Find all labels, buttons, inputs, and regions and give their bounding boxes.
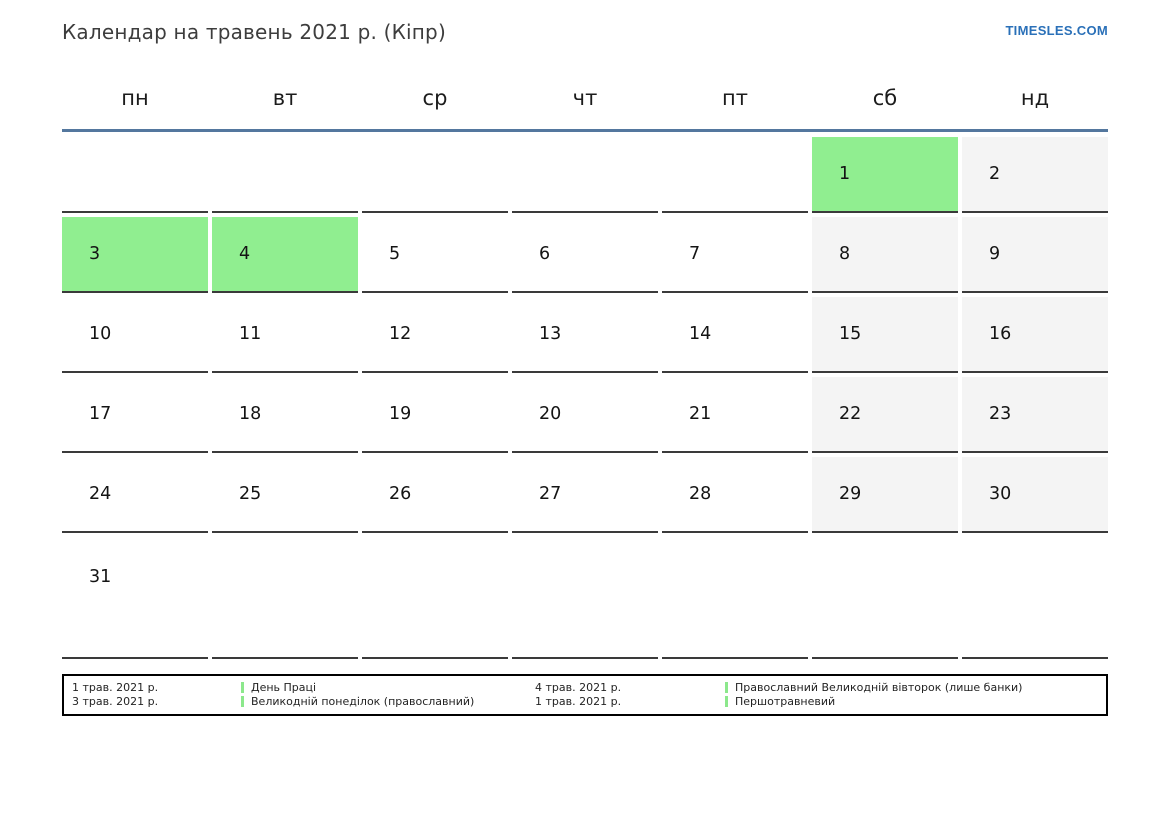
calendar-day-cell: 9	[962, 217, 1108, 293]
calendar-day-cell: 16	[962, 297, 1108, 373]
weekday-label: вт	[272, 86, 298, 110]
page-header: Календар на травень 2021 р. (Кіпр) TIMES…	[62, 0, 1108, 44]
calendar-day-cell: 20	[512, 377, 658, 453]
calendar-empty-cell	[662, 537, 808, 659]
calendar-empty-cell	[812, 537, 958, 659]
weekday-label: чт	[572, 86, 598, 110]
calendar-day-cell: 18	[212, 377, 358, 453]
weekday-label: ср	[422, 86, 448, 110]
legend-entry: Православний Великодній вівторок (лише б…	[725, 681, 1102, 694]
calendar-day-cell: 10	[62, 297, 208, 373]
weekday-label: пт	[722, 86, 748, 110]
legend-date: 1 трав. 2021 р.	[72, 681, 159, 694]
weekday-header-row: пн вт ср чт пт сб нд	[62, 86, 1108, 110]
calendar-empty-cell	[512, 537, 658, 659]
holiday-marker-icon	[725, 682, 728, 693]
calendar-empty-cell	[662, 137, 808, 213]
legend-label: Православний Великодній вівторок (лише б…	[735, 681, 1023, 694]
calendar-day-cell: 21	[662, 377, 808, 453]
legend-entry: День Праці	[241, 681, 535, 694]
calendar-day-cell: 27	[512, 457, 658, 533]
calendar-day-cell: 2	[962, 137, 1108, 213]
calendar-day-cell: 5	[362, 217, 508, 293]
calendar-day-cell: 22	[812, 377, 958, 453]
calendar-day-cell: 25	[212, 457, 358, 533]
calendar-day-cell: 3	[62, 217, 208, 293]
weekday-label: пн	[121, 86, 149, 110]
legend-date: 3 трав. 2021 р.	[72, 695, 159, 708]
legend-entry: Великодній понеділок (православний)	[241, 695, 535, 708]
calendar-day-cell: 1	[812, 137, 958, 213]
calendar-day-cell: 28	[662, 457, 808, 533]
calendar-day-cell: 13	[512, 297, 658, 373]
calendar-day-cell: 8	[812, 217, 958, 293]
calendar-day-cell: 29	[812, 457, 958, 533]
calendar-day-cell: 26	[362, 457, 508, 533]
calendar-empty-cell	[212, 537, 358, 659]
site-link[interactable]: TIMESLES.COM	[1005, 23, 1108, 38]
calendar-day-cell: 11	[212, 297, 358, 373]
calendar-empty-cell	[362, 537, 508, 659]
legend-date: 4 трав. 2021 р.	[535, 681, 622, 694]
legend-date: 1 трав. 2021 р.	[535, 695, 622, 708]
calendar-day-cell: 14	[662, 297, 808, 373]
calendar-day-cell: 12	[362, 297, 508, 373]
legend-label: Першотравневий	[735, 695, 836, 708]
calendar-empty-cell	[962, 537, 1108, 659]
calendar-day-cell: 6	[512, 217, 658, 293]
weekday-label: сб	[872, 86, 898, 110]
legend-box: 1 трав. 2021 р. День Праці 4 трав. 2021 р.…	[62, 674, 1108, 716]
calendar-empty-cell	[362, 137, 508, 213]
holiday-marker-icon	[241, 696, 244, 707]
calendar-day-cell: 30	[962, 457, 1108, 533]
page-title: Календар на травень 2021 р. (Кіпр)	[62, 20, 446, 44]
calendar-day-cell: 23	[962, 377, 1108, 453]
calendar-day-cell: 31	[62, 537, 208, 659]
legend-label: Великодній понеділок (православний)	[251, 695, 475, 708]
legend-label: День Праці	[251, 681, 317, 694]
calendar-day-cell: 24	[62, 457, 208, 533]
holiday-marker-icon	[725, 696, 728, 707]
calendar-grid: 1 2 3 4 5 6 7 8 9 10 11 12 13 14 15 16 17 18 19 20 21 22 23 24 2…	[62, 137, 1108, 659]
calendar-empty-cell	[512, 137, 658, 213]
holiday-marker-icon	[241, 682, 244, 693]
calendar-empty-cell	[212, 137, 358, 213]
calendar-day-cell: 7	[662, 217, 808, 293]
page-content: Календар на травень 2021 р. (Кіпр) TIMES…	[62, 0, 1108, 716]
calendar-day-cell: 4	[212, 217, 358, 293]
calendar-day-cell: 15	[812, 297, 958, 373]
calendar-header-rule	[62, 129, 1108, 132]
calendar-day-cell: 19	[362, 377, 508, 453]
weekday-label: нд	[1020, 86, 1050, 110]
legend-entry: Першотравневий	[725, 695, 1102, 708]
calendar-empty-cell	[62, 137, 208, 213]
calendar-day-cell: 17	[62, 377, 208, 453]
